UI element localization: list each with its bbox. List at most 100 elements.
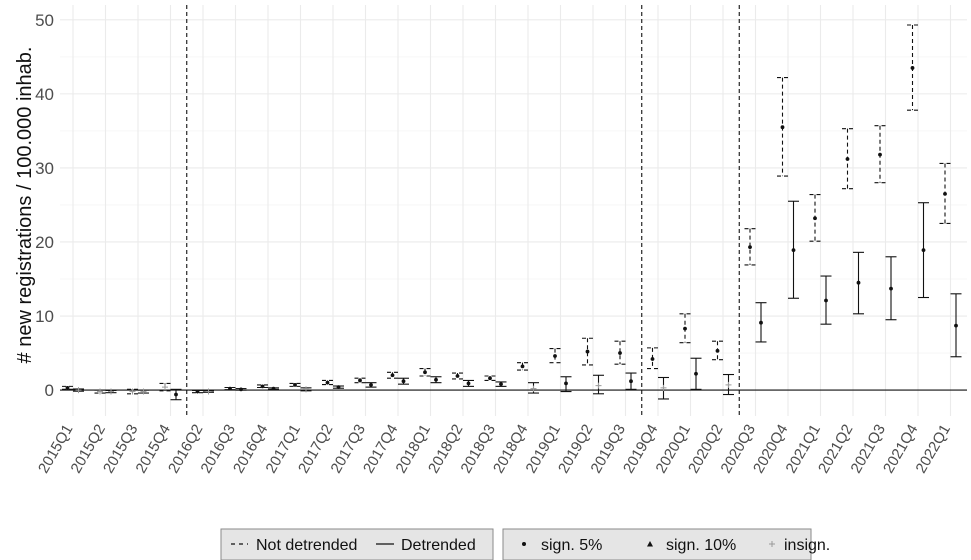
errorbar-point: [495, 381, 507, 387]
point-sign-5: [791, 248, 796, 253]
point-sign-5: [618, 351, 622, 355]
errorbar-point: [885, 256, 897, 321]
point-sign-5: [910, 66, 915, 70]
x-axis-ticks: 2015Q12015Q22015Q32015Q42016Q22016Q32016…: [35, 422, 954, 477]
errorbar-point: [647, 347, 658, 370]
point-sign-5: [488, 376, 492, 381]
legend-detrended: Detrended: [401, 537, 476, 554]
errorbar-point: [907, 24, 918, 111]
point-sign-5: [195, 389, 200, 394]
legend-plus-key: [769, 541, 775, 547]
point-sign-5: [921, 248, 926, 253]
errorbar-point: [820, 275, 832, 325]
errorbar-point: [658, 376, 669, 400]
errorbar-point: [224, 386, 236, 391]
point-sign-5: [824, 298, 828, 303]
point-sign-5: [878, 152, 882, 157]
point-sign-5: [715, 348, 720, 353]
y-tick-label: 50: [35, 11, 54, 30]
point-sign-5: [683, 326, 687, 331]
errorbar-point: [138, 388, 149, 395]
errorbar-point: [755, 302, 767, 343]
point-sign-5: [228, 386, 232, 391]
point-sign-5: [813, 216, 817, 221]
legend-insign: insign.: [784, 537, 830, 554]
point-sign-5: [260, 384, 265, 389]
errorbar-point: [874, 125, 886, 184]
errorbar-point: [690, 357, 702, 390]
errorbar-point: [203, 388, 214, 395]
errorbar-point: [235, 387, 247, 392]
point-sign-5: [390, 373, 395, 378]
legend-line-type: Not detrended Detrended: [220, 528, 494, 560]
errorbar-point: [354, 377, 366, 384]
errorbar-point: [788, 200, 799, 299]
errorbar-point: [484, 375, 496, 382]
errorbar-point: [744, 228, 756, 266]
errorbar-point: [560, 376, 572, 393]
errorbar-point: [365, 382, 377, 388]
legend-significance: sign. 5% sign. 10% insign.: [502, 528, 830, 560]
point-sign-5: [943, 191, 947, 196]
errorbar-point: [300, 386, 312, 393]
legend-not-detrended: Not detrended: [256, 537, 357, 554]
point-sign-5: [585, 349, 590, 354]
point-sign-5: [466, 381, 471, 386]
point-sign-5: [650, 357, 655, 361]
errorbar-point: [94, 388, 106, 395]
errorbar-point: [127, 388, 138, 395]
errorbar-point: [842, 128, 853, 190]
y-axis-label: # new registrations / 100.000 inhab.: [14, 47, 36, 364]
point-sign-5: [520, 364, 525, 369]
errorbar-point: [723, 373, 734, 396]
errorbar-point: [853, 251, 864, 315]
errorbar-point: [939, 162, 951, 225]
point-sign-5: [239, 387, 243, 392]
point-sign-5: [553, 354, 557, 358]
point-sign-5: [694, 371, 698, 376]
y-tick-label: 30: [35, 159, 54, 178]
point-sign-5: [423, 370, 427, 375]
point-sign-5: [780, 125, 785, 130]
legend-triangle-key: [647, 541, 653, 547]
errorbar-point: [170, 388, 182, 401]
grid-lines: [60, 5, 967, 416]
y-tick-label: 40: [35, 85, 54, 104]
point-sign-5: [174, 392, 178, 397]
y-tick-label: 20: [35, 233, 54, 252]
errorbar-point: [712, 340, 723, 361]
errorbar-point: [268, 386, 279, 391]
point-sign-5: [889, 286, 893, 291]
point-sign-5: [564, 381, 568, 386]
errorbar-point: [105, 388, 117, 395]
point-sign-5: [401, 379, 406, 384]
point-sign-5: [759, 320, 763, 325]
errorbar-point: [322, 379, 333, 386]
errorbar-point: [398, 377, 409, 385]
errorbar-point: [333, 385, 344, 390]
y-axis-ticks: 0 10 20 30 40 50: [35, 11, 54, 400]
errorbar-point: [549, 348, 561, 364]
point-sign-5: [358, 378, 362, 383]
errorbar-point: [257, 384, 268, 389]
point-sign-5: [336, 385, 341, 390]
y-tick-label: 0: [45, 381, 54, 400]
legend-box-significance: [502, 528, 812, 560]
point-sign-5: [434, 377, 438, 382]
errorbar-point: [614, 340, 626, 365]
point-sign-5: [954, 323, 958, 328]
point-sign-5: [455, 374, 460, 378]
errorbar-point: [918, 202, 929, 299]
legend-box-linetype: [220, 528, 494, 560]
legend-sign-10: sign. 10%: [666, 537, 736, 554]
point-sign-5: [271, 386, 276, 391]
errorbar-point: [159, 382, 171, 392]
point-sign-5: [325, 380, 330, 385]
point-sign-5: [629, 379, 633, 384]
errorbar-point: [593, 374, 604, 395]
errorbar-point: [950, 293, 962, 358]
legend-dot-key: [522, 542, 526, 546]
errorbar-point: [625, 372, 637, 390]
errorbar-point: [419, 368, 431, 377]
